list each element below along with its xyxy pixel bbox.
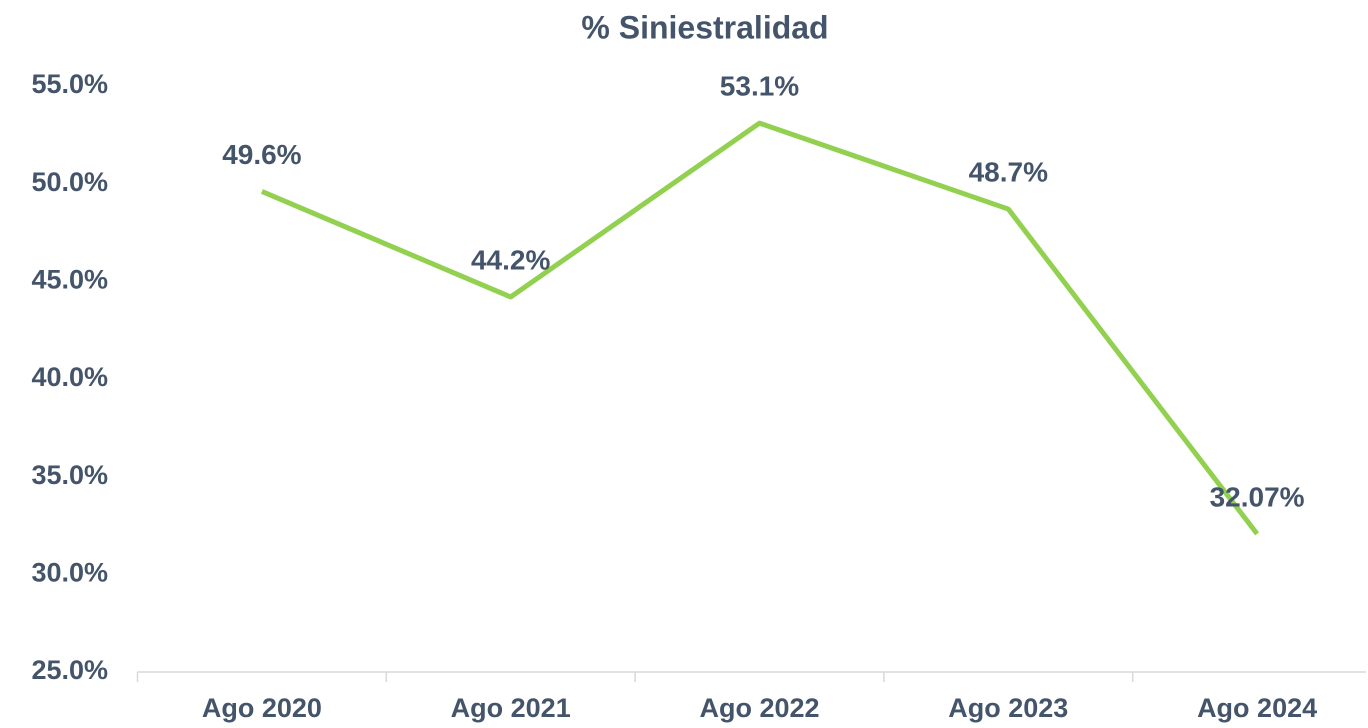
- line: [260, 120, 1260, 536]
- x-tick-label: Ago 2022: [699, 693, 819, 723]
- y-tick-label: 55.0%: [31, 69, 108, 99]
- y-tick-label: 25.0%: [31, 655, 108, 685]
- x-tick-label: Ago 2021: [451, 693, 571, 723]
- chart-title: % Siniestralidad: [581, 9, 828, 45]
- x-tick-label: Ago 2023: [948, 693, 1068, 723]
- data-label: 44.2%: [471, 244, 550, 275]
- x-tick-label: Ago 2024: [1197, 693, 1317, 723]
- y-tick-label: 30.0%: [31, 557, 108, 587]
- data-label: 49.6%: [222, 139, 301, 170]
- y-tick-label: 40.0%: [31, 362, 108, 392]
- y-tick-label: 45.0%: [31, 264, 108, 294]
- data-label: 53.1%: [720, 71, 799, 102]
- data-label: 48.7%: [969, 156, 1048, 187]
- y-tick-label: 50.0%: [31, 167, 108, 197]
- data-label: 32.07%: [1210, 481, 1305, 512]
- x-tick-label: Ago 2020: [202, 693, 322, 723]
- y-tick-label: 35.0%: [31, 460, 108, 490]
